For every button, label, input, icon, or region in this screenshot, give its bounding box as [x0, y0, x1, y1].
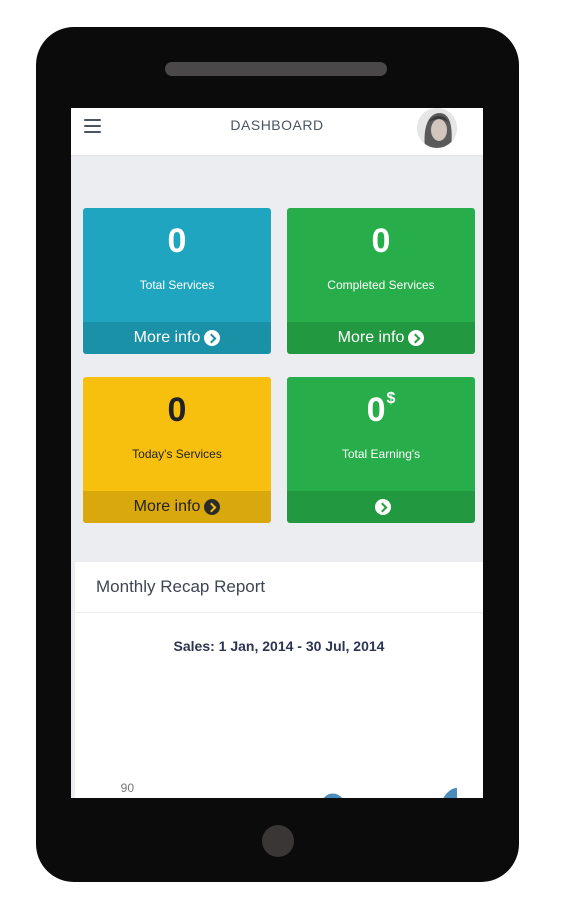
total-services-value: 0 [167, 222, 187, 260]
total-services-label: Total Services [139, 278, 215, 292]
arrow-circle-right-icon [408, 330, 425, 346]
todays-services-card: 0 Today's Services More info [83, 377, 271, 523]
more-info-label: More info [133, 329, 201, 346]
total-earnings-label: Total Earning's [341, 447, 421, 461]
monthly-recap-panel: Monthly Recap Report Sales: 1 Jan, 2014 … [75, 562, 483, 798]
app-screen: DASHBOARD 0 Total Services More info 0 C… [71, 108, 483, 798]
y-tick-label: 90 [121, 781, 135, 795]
user-avatar[interactable] [417, 108, 457, 148]
page-title: DASHBOARD [230, 117, 324, 133]
sales-area-chart: 90807060504030 [121, 781, 457, 798]
total-services-card: 0 Total Services More info [83, 208, 271, 354]
panel-title: Monthly Recap Report [96, 577, 266, 596]
todays-services-value: 0 [167, 391, 187, 429]
arrow-circle-right-icon [375, 499, 391, 515]
total-earnings-more-info-button[interactable] [287, 491, 475, 523]
series-area-front [324, 788, 457, 798]
divider [75, 612, 483, 613]
chart-title: Sales: 1 Jan, 2014 - 30 Jul, 2014 [173, 638, 385, 654]
home-button[interactable] [262, 825, 294, 857]
total-earnings-value: 0$ [366, 389, 396, 429]
currency-symbol: $ [386, 389, 396, 407]
todays-services-more-info-button[interactable]: More info [83, 491, 271, 523]
total-services-more-info-button[interactable]: More info [83, 322, 271, 354]
arrow-circle-right-icon [204, 330, 221, 346]
total-earnings-card: 0$ Total Earning's [287, 377, 475, 523]
top-bar: DASHBOARD [71, 108, 483, 156]
completed-services-value: 0 [371, 222, 391, 260]
completed-services-label: Completed Services [327, 278, 435, 292]
more-info-label: More info [133, 498, 201, 515]
completed-services-more-info-button[interactable]: More info [287, 322, 475, 354]
todays-services-label: Today's Services [132, 447, 222, 461]
speaker-grille [165, 62, 387, 76]
arrow-circle-right-icon [204, 499, 221, 515]
completed-services-card: 0 Completed Services More info [287, 208, 475, 354]
more-info-label: More info [337, 329, 405, 346]
hamburger-menu-icon[interactable] [84, 119, 101, 133]
